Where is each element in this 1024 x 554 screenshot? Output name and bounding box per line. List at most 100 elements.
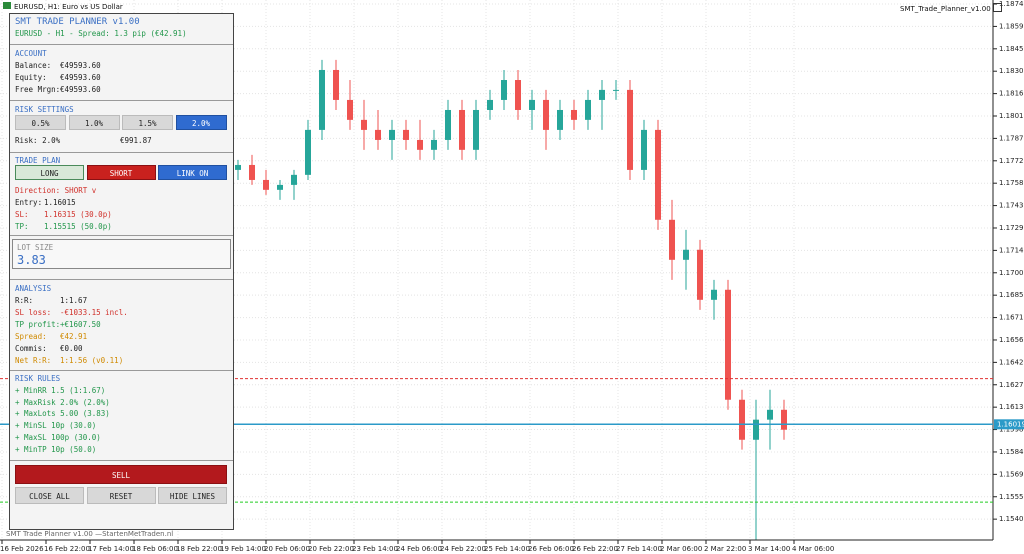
analysis-label: Spread: [15, 332, 47, 341]
x-tick-label: 18 Feb 06:00 [132, 545, 178, 553]
x-tick-label: 16 Feb 22:00 [44, 545, 90, 553]
x-tick-label: 27 Feb 14:00 [616, 545, 662, 553]
risk-button[interactable]: 1.5% [122, 115, 173, 130]
candle-body [473, 109, 479, 150]
candle-body [697, 249, 703, 300]
lot-size-box: LOT SIZE 3.83 [12, 239, 231, 269]
candle-body [487, 99, 493, 110]
risk-label: Risk: 2.0% [15, 136, 61, 145]
candle-body [445, 109, 451, 140]
panel-subtitle: EURUSD - H1 - Spread: 1.3 pip (€42.91) [15, 29, 187, 38]
x-tick-label: 26 Feb 06:00 [528, 545, 574, 553]
candle-body [403, 129, 409, 140]
candle-body [235, 164, 241, 170]
risk-button[interactable]: 1.0% [68, 115, 120, 130]
x-tick-label: 23 Feb 14:00 [352, 545, 398, 553]
action-button[interactable]: CLOSE ALL [15, 487, 84, 504]
plan-label: SL: [15, 210, 29, 219]
section-heading: ACCOUNT [15, 49, 47, 58]
candle-body [613, 89, 619, 91]
separator [10, 44, 233, 45]
analysis-label: Commis: [15, 344, 47, 353]
y-tick-label: 1.17870 [999, 134, 1024, 142]
x-tick-label: 26 Feb 22:00 [572, 545, 618, 553]
analysis-value: €42.91 [60, 332, 88, 341]
candle-body [543, 99, 549, 130]
candle-body [767, 409, 773, 420]
x-tick-label: 2 Mar 22:00 [704, 545, 746, 553]
x-tick-label: 19 Feb 14:00 [220, 545, 266, 553]
candle-body [711, 289, 717, 300]
candle-body [375, 129, 381, 140]
y-tick-label: 1.15550 [999, 493, 1024, 501]
risk-button[interactable]: 0.5% [15, 115, 66, 130]
candle-body [655, 129, 661, 220]
y-tick-label: 1.17145 [999, 246, 1024, 254]
sell-button[interactable]: SELL [15, 465, 227, 484]
separator [10, 235, 233, 236]
trade-button[interactable]: LONG [15, 165, 84, 180]
lot-heading: LOT SIZE [17, 243, 54, 252]
rule: + MinRR 1.5 (1:1.67) [15, 386, 106, 395]
y-tick-label: 1.16565 [999, 336, 1024, 344]
candle-body [305, 129, 311, 175]
analysis-value: €0.00 [60, 344, 83, 353]
candle-body [249, 164, 255, 180]
rule: + MaxLots 5.00 (3.83) [15, 409, 110, 419]
candle-body [277, 184, 283, 190]
candle-body [683, 249, 689, 260]
analysis-label: R:R: [15, 296, 34, 305]
candle-body [753, 419, 759, 440]
candle-body [347, 99, 353, 120]
separator [10, 100, 233, 101]
x-tick-label: 24 Feb 22:00 [440, 545, 486, 553]
y-tick-label: 1.17435 [999, 202, 1024, 210]
section-heading: RISK SETTINGS [15, 105, 74, 114]
plan-label: Entry: [15, 198, 43, 207]
risk-button[interactable]: 2.0% [175, 115, 227, 130]
candle-body [515, 80, 521, 110]
section-heading: RISK RULES [15, 374, 61, 383]
y-tick-label: 1.16130 [999, 403, 1024, 411]
action-button[interactable]: HIDE LINES [158, 487, 227, 504]
y-tick-label: 1.17580 [999, 179, 1024, 187]
analysis-label: Net R:R: [15, 356, 52, 365]
candle-body [319, 69, 325, 130]
rule: + MaxSL 100p (30.0) [15, 432, 101, 442]
rule: + MinTP 10p (50.0) [15, 444, 97, 454]
candle-body [557, 109, 563, 130]
candle-body [641, 129, 647, 170]
y-tick-label: 1.18595 [999, 22, 1024, 30]
y-tick-label: 1.15985 [999, 426, 1024, 434]
trade-button[interactable]: LINK ON [158, 165, 227, 180]
lot-value: 3.83 [17, 253, 46, 267]
y-tick-label: 1.18305 [999, 67, 1024, 75]
risk-amount: €991.87 [120, 136, 152, 145]
candle-body [781, 409, 787, 430]
price-label: 1.16019 [997, 420, 1024, 428]
separator [10, 152, 233, 153]
panel-title: SMT TRADE PLANNER v1.00 [15, 17, 140, 27]
y-tick-label: 1.16275 [999, 381, 1024, 389]
trade-button[interactable]: SHORT [86, 165, 156, 180]
candle-body [599, 89, 605, 100]
analysis-label: TP profit: [15, 320, 61, 329]
y-tick-label: 1.16855 [999, 291, 1024, 299]
action-button[interactable]: RESET [86, 487, 156, 504]
candle-body [571, 109, 577, 120]
y-tick-label: 1.17000 [999, 269, 1024, 277]
plan-value: 1.16015 [44, 198, 76, 207]
price-label-box [994, 419, 1024, 430]
symbol: EURUSD, H1: Euro vs US Dollar [14, 3, 123, 11]
separator [10, 460, 233, 461]
y-tick-label: 1.15695 [999, 470, 1024, 478]
candle-body [361, 119, 367, 130]
x-tick-label: 18 Feb 22:00 [176, 545, 222, 553]
plan-label: TP: [15, 222, 29, 231]
analysis-label: SL loss: [15, 308, 52, 317]
y-tick-label: 1.17725 [999, 157, 1024, 165]
x-tick-label: 17 Feb 14:00 [88, 545, 134, 553]
candle-body [739, 399, 745, 440]
y-tick-label: 1.16710 [999, 314, 1024, 322]
x-tick-label: 20 Feb 22:00 [308, 545, 354, 553]
